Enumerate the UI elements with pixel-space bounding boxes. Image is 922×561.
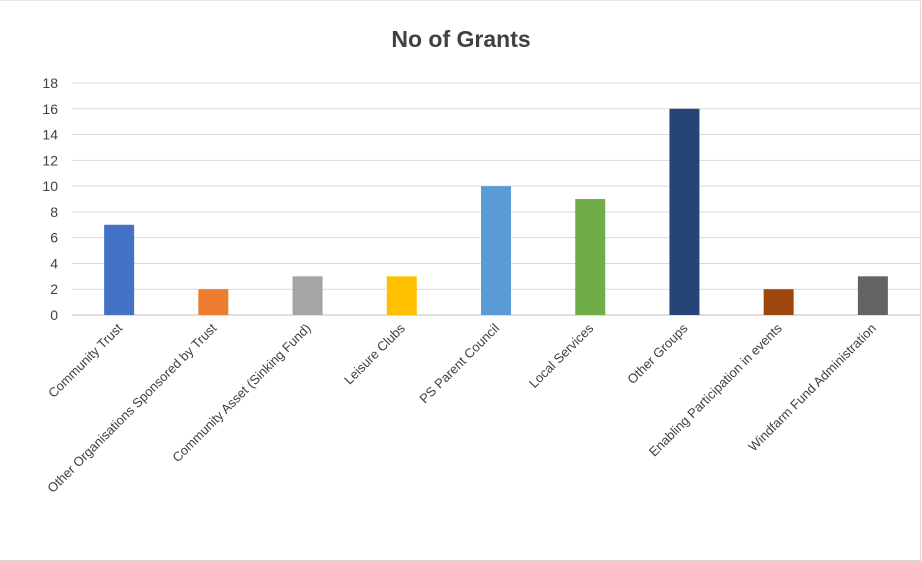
y-tick-label: 14 (42, 127, 58, 143)
chart-title: No of Grants (391, 26, 531, 52)
y-tick-label: 4 (50, 255, 58, 271)
y-tick-label: 10 (42, 178, 58, 194)
y-tick-label: 8 (50, 204, 58, 220)
bar (575, 199, 606, 315)
bar (292, 276, 323, 315)
bar (763, 289, 794, 315)
y-tick-label: 2 (50, 281, 58, 297)
x-tick-label: Other Groups (624, 320, 691, 387)
y-tick-label: 6 (50, 230, 58, 246)
x-tick-label: Leisure Clubs (341, 320, 408, 387)
bar (857, 276, 888, 315)
y-tick-label: 16 (42, 101, 58, 117)
x-tick-label: Local Services (526, 320, 597, 391)
y-tick-label: 18 (42, 75, 58, 91)
bar (386, 276, 417, 315)
bar (104, 224, 135, 315)
x-tick-label: Community Trust (45, 320, 125, 400)
bar (481, 186, 511, 315)
x-tick-label: Other Organisations Sponsored by Trust (44, 320, 219, 495)
bar (198, 289, 229, 315)
x-tick-label: PS Parent Council (416, 320, 502, 406)
y-tick-label: 12 (42, 152, 58, 168)
bar (669, 108, 700, 316)
y-tick-label: 0 (50, 307, 58, 323)
